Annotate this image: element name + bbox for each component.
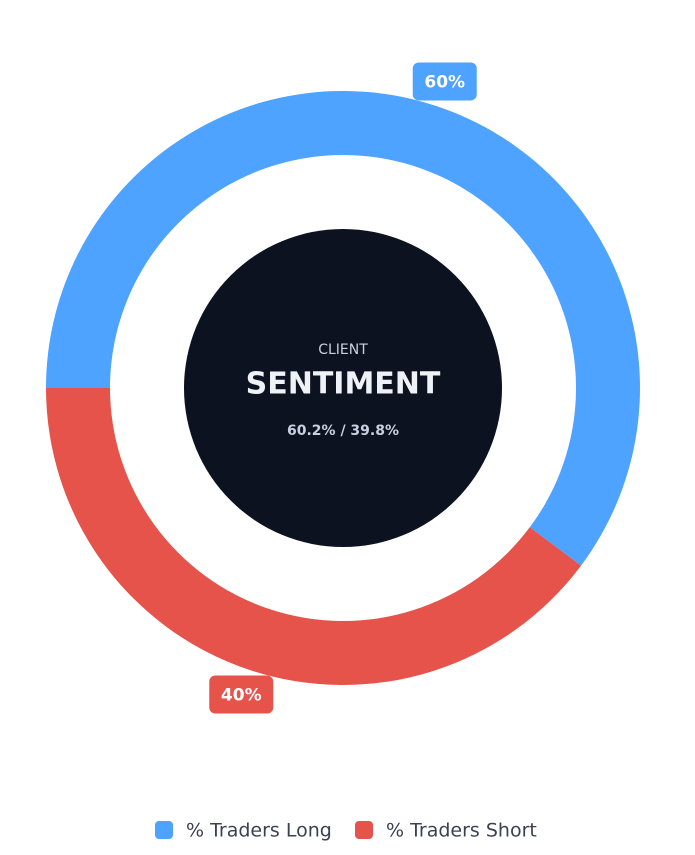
legend-swatch [355,821,373,839]
center-disc [184,229,502,547]
value-label: 40% [221,686,262,706]
center-caption: CLIENT [318,342,368,358]
value-label: 60% [424,72,465,92]
donut-segment [46,388,582,685]
center-title: SENTIMENT [246,367,441,402]
center-ratio: 60.2% / 39.8% [287,423,399,439]
legend-label: % Traders Long [186,820,332,842]
legend-swatch [155,821,173,839]
legend-label: % Traders Short [386,820,537,842]
value-label-box [412,62,477,101]
value-label-box [209,675,274,714]
donut-segment [46,90,640,566]
